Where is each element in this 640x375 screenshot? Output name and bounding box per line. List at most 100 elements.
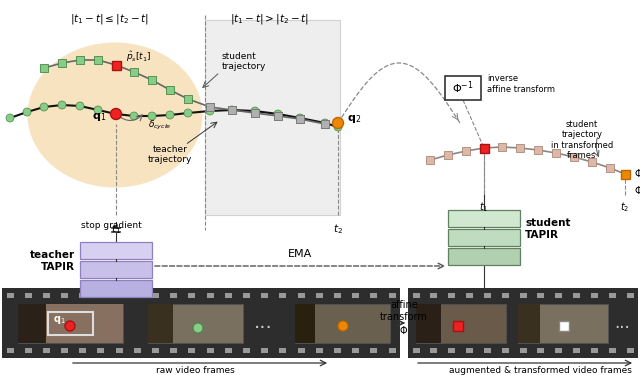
Bar [538,348,545,353]
Circle shape [206,107,214,115]
Circle shape [58,101,66,109]
Bar [371,293,378,298]
Text: $\Phi^{-1}$: $\Phi^{-1}$ [452,80,474,96]
Bar [279,293,286,298]
Bar [388,348,396,353]
Bar [243,293,250,298]
Circle shape [130,112,138,120]
Bar [97,348,104,353]
Bar [388,293,396,298]
Bar [296,115,304,123]
Circle shape [184,109,192,117]
Text: affine
transform
$\Phi$: affine transform $\Phi$ [380,300,428,336]
Bar [445,76,481,100]
Text: EMA: EMA [288,249,312,259]
Bar [97,293,104,298]
Bar [502,348,509,353]
Bar [43,348,50,353]
Bar [559,321,569,331]
Bar [573,348,580,353]
Bar [134,348,141,353]
Circle shape [6,114,14,122]
Text: $\mathbf{q}_2$: $\mathbf{q}_2$ [347,113,361,125]
Bar [130,68,138,76]
Bar [416,304,506,343]
Bar [588,158,596,166]
Bar [444,151,452,159]
Circle shape [40,103,48,111]
Bar [279,348,286,353]
Bar [296,115,304,123]
Bar [206,103,214,111]
Bar [148,76,156,84]
Text: $t_1$: $t_1$ [111,222,121,236]
Bar [430,293,437,298]
Bar [207,348,214,353]
Bar [479,144,488,153]
Bar [448,348,455,353]
Text: $t_2$: $t_2$ [333,222,343,236]
Bar [6,348,13,353]
Bar [79,293,86,298]
Bar [225,348,232,353]
Bar [466,348,473,353]
Bar [43,293,50,298]
Bar [520,348,527,353]
Bar [80,242,152,259]
Bar [112,61,120,69]
Circle shape [321,119,329,127]
Bar [538,293,545,298]
Bar [448,248,520,265]
Bar [76,56,84,64]
Bar [148,304,173,343]
Bar [116,293,123,298]
Bar [148,304,243,343]
Bar [448,210,520,227]
Text: teacher
trajectory: teacher trajectory [148,145,192,164]
Bar [228,106,236,114]
Bar [205,20,340,215]
Bar [352,348,359,353]
Bar [321,120,329,128]
Bar [426,156,434,164]
Bar [274,112,282,120]
Bar [80,280,152,297]
Bar [448,229,520,246]
Bar [298,348,305,353]
Circle shape [65,321,75,331]
Text: teacher
TAPIR: teacher TAPIR [30,250,75,272]
Bar [408,288,638,358]
Circle shape [23,108,31,116]
Bar [609,348,616,353]
Bar [552,149,560,157]
Bar [453,321,463,331]
Bar [46,304,123,343]
Circle shape [111,108,122,120]
Bar [18,304,46,343]
Bar [274,112,282,120]
Bar [413,293,419,298]
Bar [134,293,141,298]
Bar [251,109,259,117]
Bar [295,304,315,343]
Text: ...: ... [614,314,630,332]
Bar [25,348,32,353]
Bar [621,170,629,178]
Bar [228,106,236,114]
Bar [61,348,68,353]
Bar [295,304,390,343]
Text: stop gradient: stop gradient [81,222,141,231]
Bar [321,120,329,128]
Bar [352,293,359,298]
Circle shape [76,102,84,110]
Bar [79,348,86,353]
Circle shape [251,107,259,115]
Text: $|t_1 - t| \leq |t_2 - t|$: $|t_1 - t| \leq |t_2 - t|$ [70,12,150,26]
Text: student
TAPIR: student TAPIR [525,218,570,240]
Text: $t_2$: $t_2$ [620,200,630,214]
Circle shape [333,117,344,129]
Bar [243,348,250,353]
Bar [448,293,455,298]
Bar [609,293,616,298]
Bar [413,348,419,353]
